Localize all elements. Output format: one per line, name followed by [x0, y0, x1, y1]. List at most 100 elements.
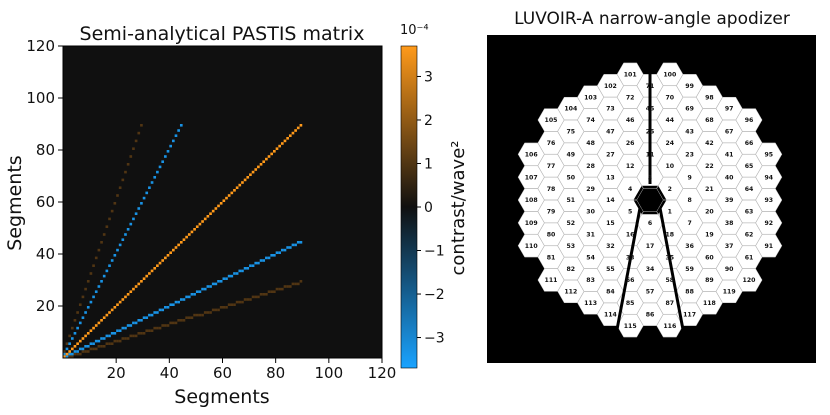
x-tick-label: 20 [107, 364, 126, 382]
heatmap-cell [150, 313, 154, 317]
heatmap-cell [262, 293, 266, 296]
heatmap-cell [108, 334, 111, 338]
segment-number: 63 [745, 209, 754, 216]
heatmap-cell [283, 248, 287, 252]
heatmap-cell [171, 248, 175, 252]
heatmap-cell [76, 350, 79, 353]
heatmap-cell [84, 345, 87, 348]
heatmap-cell [148, 313, 151, 317]
heatmap-cell [65, 347, 69, 351]
segment-number: 76 [547, 140, 556, 147]
pupil-segment [577, 85, 604, 109]
heatmap-cell [259, 259, 263, 262]
pupil-segment [518, 211, 545, 235]
segment-number: 7 [687, 220, 691, 227]
pupil-segment [676, 302, 703, 326]
segment-number: 106 [525, 151, 538, 158]
heatmap-cell [70, 337, 74, 340]
pupil-segment [755, 211, 782, 235]
segment-number: 36 [685, 243, 694, 250]
heatmap-cell [65, 352, 69, 356]
heatmap-cell [150, 269, 154, 273]
heatmap-cell [102, 345, 106, 348]
segment-number: 34 [646, 266, 655, 273]
pupil-segment [696, 291, 723, 315]
heatmap-cell [140, 280, 143, 283]
segment-number: 38 [725, 220, 734, 227]
heatmap-cell [94, 339, 98, 343]
heatmap-cell [116, 303, 119, 306]
colorbar-tick-label: −3 [424, 331, 445, 347]
heatmap-cell [102, 274, 106, 278]
heatmap-cell [113, 202, 117, 205]
heatmap-cell [267, 155, 271, 158]
heatmap-cell [169, 251, 172, 254]
heatmap-cell [296, 126, 300, 130]
heatmap-cell [209, 311, 212, 314]
heatmap-cell [249, 173, 252, 176]
heatmap-cell [86, 345, 90, 348]
segment-number: 113 [584, 300, 597, 307]
heatmap-cell [222, 306, 226, 309]
heatmap-cell [126, 163, 130, 166]
heatmap-cell [84, 350, 87, 353]
telescope-pupil [518, 62, 782, 338]
heatmap-cell [235, 300, 239, 304]
heatmap-cell [92, 264, 95, 267]
pupil-segment [716, 211, 743, 235]
heatmap-cell [124, 326, 127, 330]
pupil-segment [557, 280, 584, 303]
pupil-segment [755, 142, 782, 166]
heatmap-cell [288, 285, 292, 288]
heatmap-cell [148, 272, 151, 275]
heatmap-cell [108, 342, 111, 345]
heatmap-cell [288, 246, 292, 249]
segment-number: 27 [606, 151, 615, 158]
pupil-segment [676, 234, 703, 258]
heatmap-cell [179, 319, 183, 322]
segment-number: 41 [725, 151, 734, 158]
heatmap-cell [214, 207, 218, 210]
pupil-segment [577, 108, 604, 132]
heatmap-cell [89, 342, 93, 345]
segment-number: 24 [665, 140, 674, 147]
pupil-segment [617, 85, 644, 109]
segment-number: 71 [646, 83, 655, 90]
heatmap-cell [270, 152, 274, 156]
segment-number: 52 [566, 220, 575, 227]
segment-number: 108 [525, 197, 538, 204]
pupil-segment [676, 188, 703, 212]
heatmap-cell [280, 142, 284, 145]
heatmap-cell [124, 337, 127, 340]
pupil-segment [636, 280, 664, 303]
segment-number: 74 [586, 117, 595, 124]
heatmap-cell [251, 170, 255, 174]
segment-number: 1 [668, 209, 672, 216]
heatmap-cell [78, 321, 82, 325]
heatmap-cell [150, 329, 154, 332]
heatmap-cell [177, 300, 180, 304]
segment-number: 11 [646, 151, 655, 158]
pupil-segment [716, 97, 743, 120]
heatmap-cell [132, 334, 135, 338]
heatmap-cell [219, 280, 223, 283]
heatmap-cell [132, 321, 135, 325]
segment-number: 5 [628, 209, 632, 216]
heatmap-cell [193, 228, 196, 231]
pupil-segment [597, 211, 624, 235]
segment-number: 46 [626, 117, 635, 124]
heatmap-cell [195, 313, 199, 317]
heatmap-cell [113, 339, 117, 343]
segment-number: 75 [566, 129, 575, 136]
segment-number: 57 [646, 289, 655, 296]
heatmap-cell [153, 326, 157, 330]
heatmap-cell [257, 261, 260, 265]
segment-number: 83 [586, 277, 595, 284]
heatmap-cell [275, 147, 279, 150]
segment-number: 55 [606, 266, 615, 273]
pupil-segment [656, 154, 683, 178]
pupil-segment [696, 245, 723, 269]
heatmap-cell [283, 139, 287, 143]
heatmap-cell [296, 241, 300, 244]
heatmap-cell [171, 303, 175, 306]
